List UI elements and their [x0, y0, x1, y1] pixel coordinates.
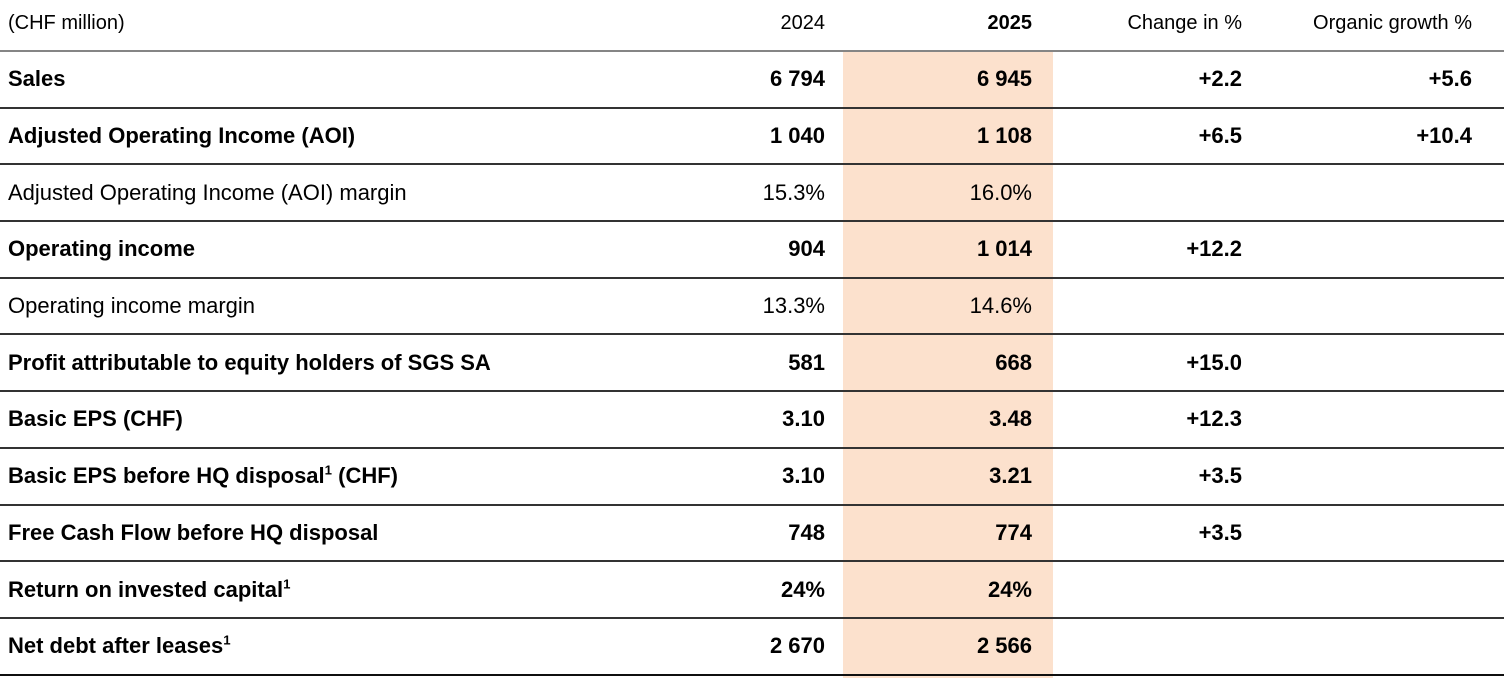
- table-row-operating-income-margin: Operating income margin 13.3% 14.6%: [0, 279, 1504, 336]
- table-row-adjusted-operating-income: Adjusted Operating Income (AOI) 1 040 1 …: [0, 109, 1504, 166]
- value-2025: 1 014: [976, 236, 1032, 262]
- value-2025: 3.21: [989, 463, 1032, 489]
- value-2024: 2 670: [769, 633, 825, 659]
- column-header-2024: 2024: [780, 11, 826, 34]
- value-change: +6.5: [1198, 123, 1242, 149]
- table-row-profit-attributable: Profit attributable to equity holders of…: [0, 335, 1504, 393]
- value-2024: 581: [788, 349, 825, 375]
- value-change: +15.0: [1186, 349, 1242, 375]
- value-2025: 2 566: [976, 633, 1032, 659]
- value-2024: 6 794: [769, 66, 825, 92]
- table-row-basic-eps: Basic EPS (CHF) 3.10 3.48 +12.3: [0, 392, 1504, 449]
- value-2024: 15.3%: [762, 179, 825, 205]
- value-2025: 14.6%: [969, 293, 1032, 319]
- row-label: Operating income: [8, 236, 196, 262]
- table-row-free-cash-flow: Free Cash Flow before HQ disposal 748 77…: [0, 506, 1504, 563]
- value-organic: +5.6: [1428, 66, 1472, 92]
- row-label: Basic EPS (CHF): [8, 406, 183, 432]
- table-row-sales: Sales 6 794 6 945 +2.2 +5.6: [0, 52, 1504, 109]
- row-label: Return on invested capital1: [8, 576, 291, 602]
- column-header-organic-growth: Organic growth %: [1313, 11, 1472, 34]
- column-header-change: Change in %: [1127, 11, 1242, 34]
- row-label: Sales: [8, 66, 66, 92]
- row-label: Operating income margin: [8, 293, 256, 319]
- value-2025: 16.0%: [969, 179, 1032, 205]
- row-label: Adjusted Operating Income (AOI): [8, 123, 356, 149]
- value-organic: +10.4: [1416, 123, 1472, 149]
- value-2024: 3.10: [782, 463, 825, 489]
- key-figures-table: (CHF million) 2024 2025 Change in % Orga…: [0, 0, 1504, 676]
- footnote-marker: 1: [283, 576, 291, 592]
- table-row-basic-eps-before-hq-disposal: Basic EPS before HQ disposal1 (CHF) 3.10…: [0, 449, 1504, 506]
- footnote-marker: 1: [324, 462, 333, 478]
- row-label: Profit attributable to equity holders of…: [8, 349, 491, 375]
- value-2024: 904: [788, 236, 825, 262]
- table-header-row: (CHF million) 2024 2025 Change in % Orga…: [0, 0, 1504, 52]
- value-2024: 1 040: [769, 123, 825, 149]
- value-change: +3.5: [1198, 463, 1242, 489]
- value-2025: 668: [995, 349, 1032, 375]
- value-change: +12.2: [1186, 236, 1242, 262]
- table-row-operating-income: Operating income 904 1 014 +12.2: [0, 222, 1504, 279]
- value-2025: 6 945: [976, 66, 1032, 92]
- value-2025: 3.48: [989, 406, 1032, 432]
- row-label: Free Cash Flow before HQ disposal: [8, 519, 379, 545]
- row-label: Adjusted Operating Income (AOI) margin: [8, 179, 407, 205]
- value-2024: 13.3%: [762, 293, 825, 319]
- value-change: +12.3: [1186, 406, 1242, 432]
- value-2025: 1 108: [976, 123, 1032, 149]
- table-row-net-debt-after-leases: Net debt after leases1 2 670 2 566: [0, 619, 1504, 676]
- value-2024: 3.10: [782, 406, 825, 432]
- table-row-aoi-margin: Adjusted Operating Income (AOI) margin 1…: [0, 165, 1504, 223]
- value-2025: 774: [995, 519, 1032, 545]
- row-label: Basic EPS before HQ disposal1 (CHF): [8, 462, 398, 489]
- row-label: Net debt after leases1: [8, 632, 231, 659]
- value-2024: 24%: [780, 576, 825, 602]
- footnote-marker: 1: [223, 632, 231, 648]
- unit-label: (CHF million): [8, 11, 125, 34]
- value-change: +3.5: [1198, 519, 1242, 545]
- value-2024: 748: [788, 519, 825, 545]
- highlight-band-2025-column: [843, 52, 1053, 678]
- table-row-return-on-invested-capital: Return on invested capital1 24% 24%: [0, 562, 1504, 619]
- value-change: +2.2: [1198, 66, 1242, 92]
- column-header-2025: 2025: [987, 11, 1033, 34]
- value-2025: 24%: [987, 576, 1032, 602]
